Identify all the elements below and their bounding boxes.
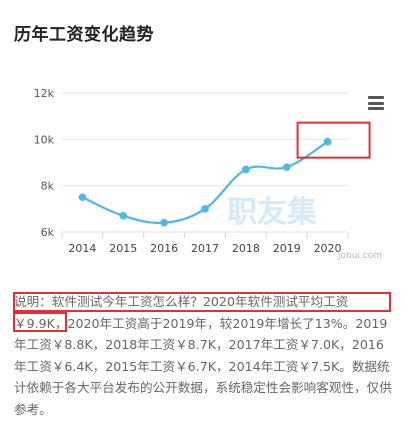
data-point[interactable] — [78, 193, 87, 202]
data-points — [78, 137, 332, 227]
data-point[interactable] — [323, 137, 332, 146]
y-axis-ticks: 6k 8k 10k 12k — [34, 87, 55, 239]
page-title: 历年工资变化趋势 — [14, 25, 154, 45]
x-tick-label: 2018 — [232, 242, 260, 255]
chart-grid — [62, 92, 348, 233]
highlight-box — [296, 121, 371, 159]
data-point[interactable] — [201, 205, 209, 213]
y-tick-label: 12k — [34, 87, 55, 100]
watermark-text: 职友集 — [227, 195, 318, 230]
y-tick-label: 8k — [41, 180, 55, 193]
x-tick-label: 2020 — [314, 242, 342, 255]
watermark-domain: jobui.com — [337, 251, 382, 261]
x-tick-label: 2019 — [273, 242, 301, 255]
x-axis-ticks: 2014 2015 2016 2017 2018 2019 2020 — [61, 232, 349, 255]
x-tick-label: 2015 — [109, 242, 137, 255]
hamburger-menu-icon[interactable] — [368, 96, 384, 110]
y-tick-label: 10k — [34, 133, 55, 146]
data-point[interactable] — [242, 165, 250, 174]
data-point[interactable] — [160, 218, 168, 227]
x-tick-label: 2017 — [191, 242, 219, 255]
data-point[interactable] — [119, 211, 128, 220]
description-text: 说明：软件测试今年工资怎么样？2020年软件测试平均工资￥9.9K，2020年工… — [14, 294, 392, 417]
x-tick-label: 2016 — [150, 242, 178, 255]
x-tick-label: 2014 — [68, 242, 96, 255]
y-tick-label: 6k — [41, 226, 55, 239]
data-point[interactable] — [282, 163, 291, 171]
